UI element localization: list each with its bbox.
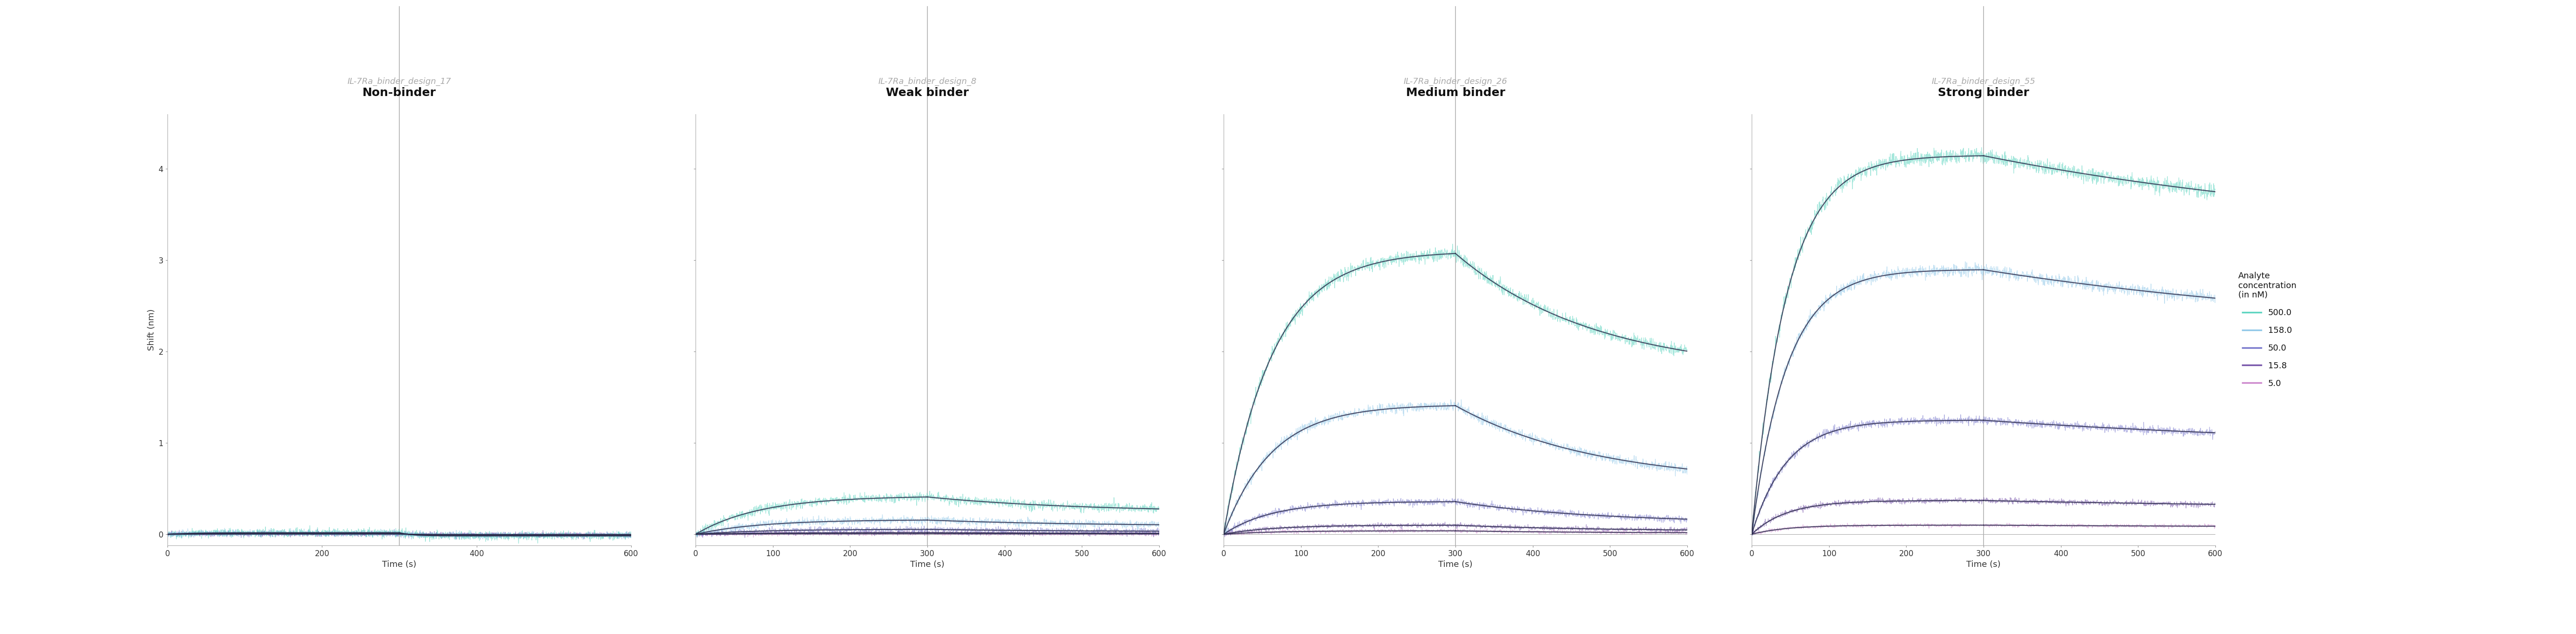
Title: Non-binder: Non-binder [363, 87, 435, 98]
Y-axis label: Shift (nm): Shift (nm) [147, 309, 155, 351]
Title: Strong binder: Strong binder [1937, 87, 2030, 98]
Text: IL-7Ra_binder_design_55: IL-7Ra_binder_design_55 [1932, 77, 2035, 86]
X-axis label: Time (s): Time (s) [1437, 560, 1473, 569]
Legend: 500.0, 158.0, 50.0, 15.8, 5.0: 500.0, 158.0, 50.0, 15.8, 5.0 [2239, 271, 2295, 388]
X-axis label: Time (s): Time (s) [1965, 560, 2002, 569]
Title: Weak binder: Weak binder [886, 87, 969, 98]
Text: IL-7Ra_binder_design_8: IL-7Ra_binder_design_8 [878, 77, 976, 86]
Text: IL-7Ra_binder_design_26: IL-7Ra_binder_design_26 [1404, 77, 1507, 86]
X-axis label: Time (s): Time (s) [381, 560, 417, 569]
Title: Medium binder: Medium binder [1406, 87, 1504, 98]
X-axis label: Time (s): Time (s) [909, 560, 945, 569]
Text: IL-7Ra_binder_design_17: IL-7Ra_binder_design_17 [348, 77, 451, 86]
